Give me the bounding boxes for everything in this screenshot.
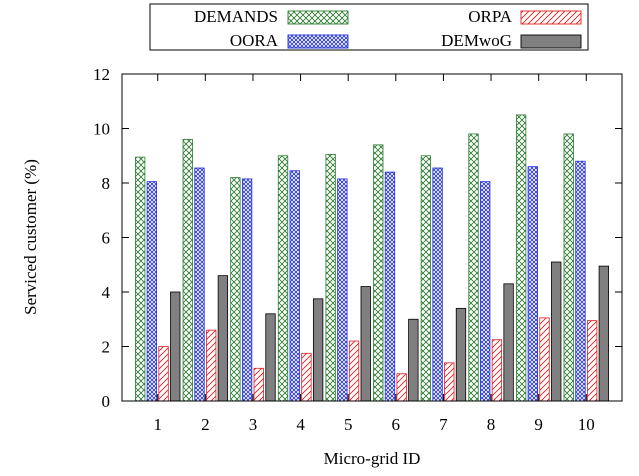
bar-oora-5 [337, 178, 348, 402]
legend: DEMANDS OORA ORPA DEMwoG [149, 3, 589, 51]
y-axis-label-group: Serviced customer (%) [21, 159, 40, 315]
x-tick-label: 2 [201, 415, 210, 434]
bar-demwog-10 [598, 265, 609, 402]
y-tick-label: 6 [102, 229, 111, 248]
bar-orpa-3 [253, 367, 264, 402]
bar-demands-4 [277, 155, 289, 402]
bar-oora-8 [480, 181, 491, 402]
bar-demwog-6 [408, 318, 419, 402]
x-axis: 1 2 3 4 5 6 7 8 9 10 [153, 74, 595, 434]
bar-demwog-5 [360, 286, 371, 402]
bar-demwog-4 [312, 298, 324, 402]
legend-swatch-orpa [520, 10, 582, 25]
plot-frame [121, 73, 623, 402]
x-tick-label: 6 [392, 415, 401, 434]
bar-demands-2 [182, 138, 193, 402]
bar-oora-3 [241, 178, 253, 402]
y-tick-label: 4 [102, 283, 111, 302]
x-tick-label: 3 [249, 415, 258, 434]
bar-orpa-5 [348, 340, 360, 402]
y-tick-label: 12 [93, 65, 110, 84]
bar-demands-9 [515, 114, 527, 402]
x-tick-label: 4 [296, 415, 305, 434]
bar-demwog-7 [455, 307, 467, 402]
y-tick-label: 8 [102, 174, 111, 193]
bar-oora-9 [527, 166, 538, 402]
bar-demands-1 [135, 156, 146, 402]
bar-demands-8 [468, 133, 479, 402]
bars [135, 114, 609, 402]
legend-label-demwog: DEMwoG [441, 31, 512, 50]
bar-orpa-1 [158, 346, 169, 402]
bar-orpa-6 [396, 373, 407, 402]
bar-orpa-4 [301, 352, 312, 402]
bar-orpa-2 [206, 329, 217, 402]
bar-demands-10 [563, 133, 574, 402]
x-tick-label: 1 [153, 415, 162, 434]
x-axis-label: Micro-grid ID [324, 449, 421, 468]
x-tick-label: 7 [439, 415, 448, 434]
x-tick-label: 8 [487, 415, 496, 434]
bar-orpa-10 [586, 320, 598, 402]
x-tick-label: 10 [578, 415, 595, 434]
y-tick-label: 10 [93, 120, 110, 139]
legend-swatch-demwog [520, 34, 582, 49]
bar-orpa-8 [491, 339, 503, 402]
bar-oora-4 [289, 170, 300, 402]
bar-demwog-8 [503, 283, 514, 402]
bar-demands-3 [230, 177, 241, 402]
legend-label-oora: OORA [230, 31, 279, 50]
bar-demands-7 [420, 155, 432, 402]
legend-swatch-demands [287, 10, 349, 25]
bar-oora-6 [384, 171, 396, 402]
bar-oora-2 [194, 167, 205, 402]
bar-oora-1 [146, 181, 158, 402]
legend-label-demands: DEMANDS [194, 7, 278, 26]
bar-demands-5 [325, 153, 336, 402]
bar-demwog-2 [217, 275, 229, 402]
bar-oora-10 [575, 160, 586, 402]
y-axis: 0 2 4 6 8 10 12 [93, 65, 622, 411]
bar-orpa-9 [539, 317, 550, 402]
legend-label-orpa: ORPA [468, 7, 513, 26]
y-axis-label: Serviced customer (%) [21, 159, 40, 315]
y-tick-label: 0 [102, 392, 111, 411]
bar-demands-6 [373, 144, 384, 402]
bar-orpa-7 [444, 362, 455, 402]
bar-demwog-1 [170, 291, 181, 402]
x-tick-label: 9 [534, 415, 543, 434]
legend-swatch-oora [287, 34, 349, 49]
x-tick-label: 5 [344, 415, 353, 434]
y-tick-label: 2 [102, 338, 111, 357]
bar-demwog-3 [265, 313, 276, 402]
legend-frame [149, 3, 589, 51]
bar-oora-7 [432, 167, 443, 402]
bar-demwog-9 [551, 261, 562, 402]
